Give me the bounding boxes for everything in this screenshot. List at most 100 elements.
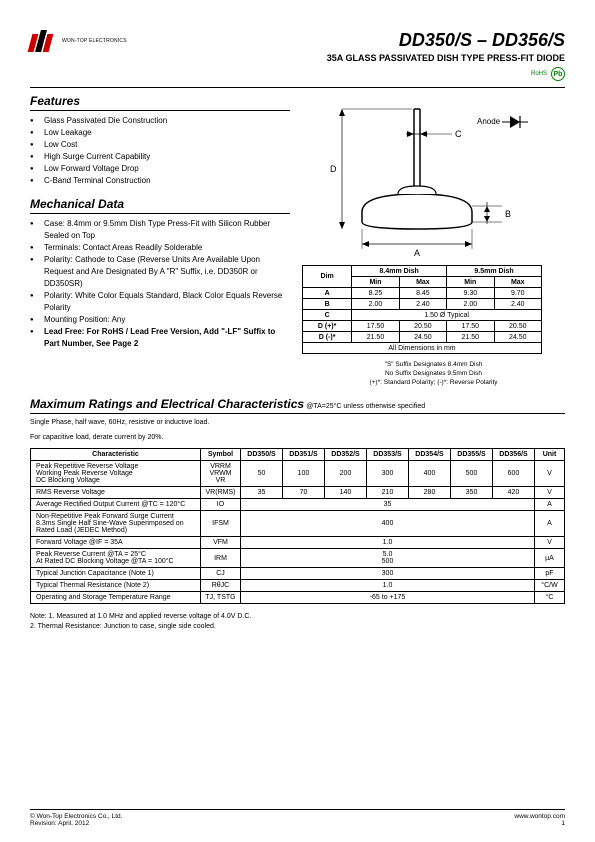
char-row: RMS Reverse VoltageVR(RMS)35701402102803… xyxy=(31,487,565,499)
char-label: Peak Repetitive Reverse Voltage Working … xyxy=(31,461,201,487)
ratings-note1: Single Phase, half wave, 60Hz, resistive… xyxy=(30,418,565,427)
char-unit: A xyxy=(535,511,565,537)
char-label: Typical Thermal Resistance (Note 2) xyxy=(31,580,201,592)
char-row: Peak Reverse Current @TA = 25°C At Rated… xyxy=(31,549,565,568)
dim-header: Dim xyxy=(303,266,352,288)
char-unit: V xyxy=(535,487,565,499)
char-value: 1.0 xyxy=(241,537,535,549)
char-row: Typical Thermal Resistance (Note 2)RθJC1… xyxy=(31,580,565,592)
char-label: Peak Reverse Current @TA = 25°C At Rated… xyxy=(31,549,201,568)
char-label: Non-Repetitive Peak Forward Surge Curren… xyxy=(31,511,201,537)
feature-item: Low Forward Voltage Drop xyxy=(30,163,290,175)
left-column: Features Glass Passivated Die Constructi… xyxy=(30,94,290,387)
char-value: 210 xyxy=(367,487,409,499)
dim-d-label: D xyxy=(330,164,337,174)
feature-item: Low Cost xyxy=(30,139,290,151)
mechanical-title: Mechanical Data xyxy=(30,197,290,214)
char-value: 70 xyxy=(283,487,325,499)
ratings-section: Maximum Ratings and Electrical Character… xyxy=(30,397,565,632)
dim-cell: 8.25 xyxy=(352,288,399,299)
dim-cell: 9.70 xyxy=(494,288,541,299)
mechanical-item: Polarity: White Color Equals Standard, B… xyxy=(30,290,290,314)
revision: Revision: April, 2012 xyxy=(30,820,122,827)
char-symbol: RθJC xyxy=(201,580,241,592)
char-symbol: IFSM xyxy=(201,511,241,537)
char-row: Non-Repetitive Peak Forward Surge Curren… xyxy=(31,511,565,537)
copyright: © Won-Top Electronics Co., Ltd. xyxy=(30,813,122,820)
diagram-svg: D C Anode B xyxy=(302,94,542,259)
char-label: Forward Voltage @IF = 35A xyxy=(31,537,201,549)
page-footer: © Won-Top Electronics Co., Ltd. Revision… xyxy=(30,809,565,827)
ratings-title: Maximum Ratings and Electrical Character… xyxy=(30,397,304,411)
features-title: Features xyxy=(30,94,290,111)
char-value: 200 xyxy=(325,461,367,487)
company-name: WON-TOP ELECTRONICS xyxy=(62,38,127,44)
compliance-badges: RoHS Pb xyxy=(327,67,565,81)
char-label: RMS Reverse Voltage xyxy=(31,487,201,499)
mechanical-item: Case: 8.4mm or 9.5mm Dish Type Press-Fit… xyxy=(30,218,290,242)
dim-cell: 2.40 xyxy=(494,299,541,310)
dim-a-label: A xyxy=(414,248,420,258)
char-value: 35 xyxy=(241,499,535,511)
char-value: 350 xyxy=(451,487,493,499)
char-row: Operating and Storage Temperature RangeT… xyxy=(31,592,565,604)
feature-item: Glass Passivated Die Construction xyxy=(30,115,290,127)
dish84-header: 8.4mm Dish xyxy=(352,266,447,277)
part-number: DD350/S – DD356/S xyxy=(327,30,565,51)
char-unit: µA xyxy=(535,549,565,568)
dimensions-table: Dim 8.4mm Dish 9.5mm Dish Min Max Min Ma… xyxy=(302,265,542,354)
mechanical-list: Case: 8.4mm or 9.5mm Dish Type Press-Fit… xyxy=(30,218,290,350)
logo: WON-TOP ELECTRONICS xyxy=(30,30,127,52)
dim-cell: B xyxy=(303,299,352,310)
feature-item: C-Band Terminal Construction xyxy=(30,175,290,187)
page-number: 1 xyxy=(514,820,565,827)
char-value: 600 xyxy=(493,461,535,487)
dim-note-line: (+)*: Standard Polarity; (-)*: Reverse P… xyxy=(302,378,565,387)
char-value: 420 xyxy=(493,487,535,499)
header-divider xyxy=(30,87,565,88)
ratings-condition: @TA=25°C unless otherwise specified xyxy=(306,403,425,410)
char-symbol: CJ xyxy=(201,568,241,580)
char-row: Forward Voltage @IF = 35AVFM1.0V xyxy=(31,537,565,549)
char-value: 140 xyxy=(325,487,367,499)
char-unit: V xyxy=(535,461,565,487)
dim-cell: 2.00 xyxy=(352,299,399,310)
dim-cell: 2.00 xyxy=(447,299,494,310)
rohs-icon: RoHS xyxy=(531,71,547,77)
title-block: DD350/S – DD356/S 35A GLASS PASSIVATED D… xyxy=(327,30,565,81)
char-label: Operating and Storage Temperature Range xyxy=(31,592,201,604)
subtitle: 35A GLASS PASSIVATED DISH TYPE PRESS-FIT… xyxy=(327,53,565,63)
char-symbol: IO xyxy=(201,499,241,511)
feature-item: Low Leakage xyxy=(30,127,290,139)
feature-item: High Surge Current Capability xyxy=(30,151,290,163)
char-value: 5.0 500 xyxy=(241,549,535,568)
char-symbol: VRRM VRWM VR xyxy=(201,461,241,487)
mechanical-item: Terminals: Contact Areas Readily Soldera… xyxy=(30,242,290,254)
char-symbol: VR(RMS) xyxy=(201,487,241,499)
char-unit: V xyxy=(535,537,565,549)
char-unit: pF xyxy=(535,568,565,580)
dim-c-label: C xyxy=(455,129,462,139)
char-value: -65 to +175 xyxy=(241,592,535,604)
dim-note-line: No Suffix Designates 9.5mm Dish xyxy=(302,369,565,378)
dim-cell: A xyxy=(303,288,352,299)
char-row: Peak Repetitive Reverse Voltage Working … xyxy=(31,461,565,487)
logo-mark xyxy=(30,30,58,52)
char-label: Typical Junction Capacitance (Note 1) xyxy=(31,568,201,580)
header: WON-TOP ELECTRONICS DD350/S – DD356/S 35… xyxy=(30,30,565,81)
ratings-divider xyxy=(30,413,565,414)
dim-cell: 2.40 xyxy=(399,299,446,310)
mechanical-item: Mounting Position: Any xyxy=(30,314,290,326)
char-symbol: TJ, TSTG xyxy=(201,592,241,604)
char-symbol: IRM xyxy=(201,549,241,568)
char-symbol: VFM xyxy=(201,537,241,549)
char-value: 1.0 xyxy=(241,580,535,592)
features-list: Glass Passivated Die ConstructionLow Lea… xyxy=(30,115,290,187)
characteristics-table: Characteristic Symbol DD350/S DD351/S DD… xyxy=(30,448,565,604)
char-value: 35 xyxy=(241,487,283,499)
dim-cell: 8.45 xyxy=(399,288,446,299)
footer-url: www.wontop.com xyxy=(514,813,565,820)
dim-cell: 9.30 xyxy=(447,288,494,299)
dish95-header: 9.5mm Dish xyxy=(447,266,542,277)
char-row: Average Rectified Output Current @TC = 1… xyxy=(31,499,565,511)
